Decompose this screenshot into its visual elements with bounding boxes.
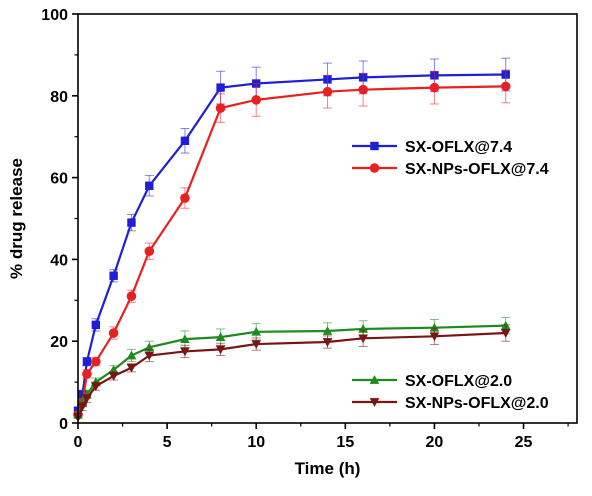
- legend-item: SX-OFLX@7.4: [352, 139, 512, 156]
- data-point: [91, 320, 101, 330]
- data-point: [91, 356, 101, 367]
- data-point: [77, 402, 88, 412]
- legend-marker: [369, 398, 380, 407]
- data-point: [127, 218, 136, 227]
- data-point: [82, 394, 92, 404]
- y-tick-label: 100: [41, 7, 68, 24]
- series-SX-NPs-OFLX@2.0: [73, 324, 511, 422]
- data-point: [215, 345, 226, 355]
- legend-item: SX-NPs-OFLX@7.4: [352, 161, 549, 178]
- series-SX-NPs-OFLX@7.4: [73, 69, 511, 420]
- data-point: [126, 363, 137, 373]
- y-tick-label: 20: [50, 334, 68, 351]
- x-tick-label: 15: [336, 434, 354, 451]
- data-point: [180, 136, 190, 145]
- data-point: [251, 95, 262, 105]
- data-point: [251, 340, 262, 349]
- data-point: [108, 328, 119, 338]
- data-point: [215, 103, 226, 113]
- y-tick-label: 60: [50, 171, 68, 188]
- legend-label: SX-OFLX@2.0: [405, 373, 512, 390]
- legend-marker: [370, 141, 379, 151]
- y-tick-label: 80: [50, 89, 68, 106]
- data-point: [145, 181, 154, 190]
- data-point: [358, 84, 368, 95]
- data-point: [216, 83, 225, 92]
- data-point: [429, 332, 440, 342]
- legend-item: SX-NPs-OFLX@2.0: [352, 395, 549, 412]
- data-point: [429, 322, 440, 332]
- data-point: [180, 334, 190, 344]
- y-axis-title: % drug release: [7, 158, 26, 279]
- data-point: [108, 372, 119, 381]
- x-tick-label: 20: [426, 434, 444, 451]
- data-point: [126, 291, 137, 302]
- legend-item: SX-OFLX@2.0: [352, 373, 512, 390]
- x-tick-label: 25: [515, 434, 533, 451]
- data-point: [215, 332, 226, 341]
- data-point: [90, 382, 101, 392]
- y-tick-label: 40: [50, 252, 68, 269]
- series-line: [76, 85, 506, 416]
- data-point: [500, 329, 511, 338]
- data-point: [322, 338, 333, 347]
- x-axis-title: Time (h): [295, 459, 361, 478]
- data-point: [82, 357, 92, 366]
- data-point: [500, 81, 511, 92]
- data-point: [126, 350, 137, 360]
- data-point: [82, 369, 92, 379]
- axes: 0 5 10 15 20 25 0 20 40 60 80 100: [41, 7, 578, 451]
- legend-label: SX-NPs-OFLX@7.4: [405, 161, 549, 178]
- legend-marker: [369, 375, 380, 384]
- data-point: [109, 271, 118, 280]
- series-line: [76, 73, 506, 412]
- plot-area: [73, 57, 511, 422]
- data-point: [144, 246, 155, 257]
- data-point: [180, 347, 190, 357]
- x-tick-label: 5: [163, 434, 172, 451]
- legend-label: SX-OFLX@7.4: [405, 139, 512, 156]
- data-point: [322, 86, 333, 97]
- data-point: [180, 193, 190, 203]
- legend-label: SX-NPs-OFLX@2.0: [405, 395, 549, 412]
- data-point: [358, 334, 368, 344]
- x-tick-label: 10: [247, 434, 265, 451]
- y-tick-label: 0: [59, 416, 68, 433]
- data-point: [251, 326, 262, 336]
- data-point: [144, 351, 155, 361]
- legend: SX-OFLX@7.4 SX-NPs-OFLX@7.4 SX-OFLX@2.0 SX-…: [352, 139, 549, 412]
- data-point: [322, 326, 333, 335]
- x-tick-label: 0: [74, 434, 83, 451]
- legend-marker: [369, 163, 380, 173]
- data-point: [429, 82, 440, 93]
